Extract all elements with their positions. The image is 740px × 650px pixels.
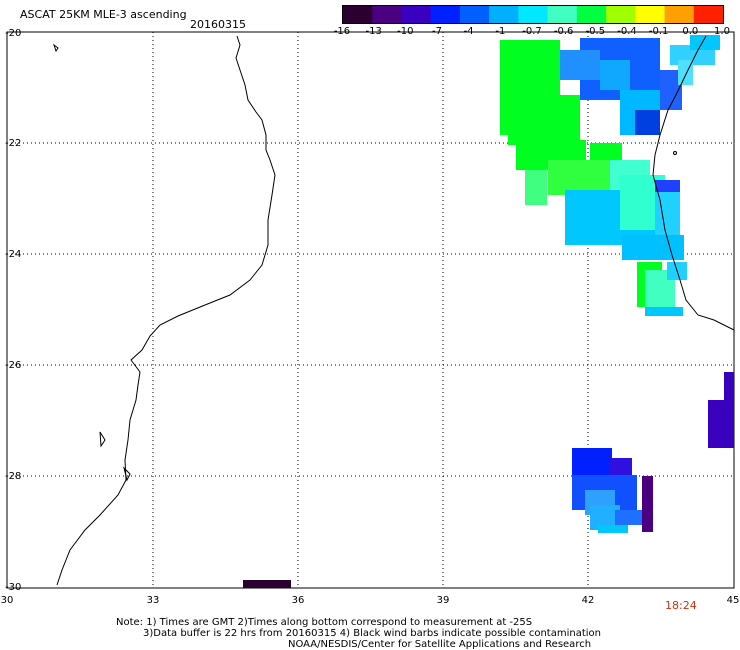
longitude-label: 45 (727, 595, 740, 606)
latitude-label: -26 (5, 360, 21, 371)
colorbar-swatch (401, 6, 432, 23)
colorbar-swatch (635, 6, 666, 23)
colorbar-swatch (430, 6, 461, 23)
graticule (7, 32, 734, 588)
colorbar (342, 5, 724, 24)
plot-frame (6, 31, 735, 589)
longitude-label: 39 (437, 595, 450, 606)
colorbar-gradient (343, 6, 723, 23)
colorbar-swatch (576, 6, 607, 23)
colorbar-swatch (372, 6, 402, 23)
longitude-label: 42 (582, 595, 595, 606)
colorbar-swatch (547, 6, 578, 23)
latitude-label: -20 (5, 28, 21, 39)
colorbar-swatch (343, 6, 373, 23)
coastline-madagascar (652, 35, 735, 331)
note-line-1: Note: 1) Times are GMT 2)Times along bot… (116, 617, 533, 628)
island (99, 431, 106, 448)
longitude-labels: 30 33 36 39 42 45 (1, 595, 740, 606)
map-date: 20160315 (190, 18, 246, 31)
longitude-label: 36 (292, 595, 305, 606)
swath-time-label: 18:24 (665, 599, 697, 612)
colorbar-swatch (489, 6, 519, 23)
note-line-2: 3)Data buffer is 22 hrs from 20160315 4)… (143, 628, 601, 639)
longitude-label: 33 (147, 595, 160, 606)
island (673, 151, 677, 155)
island (53, 43, 59, 53)
map-title: ASCAT 25KM MLE-3 ascending (20, 8, 187, 21)
latitude-label: -22 (5, 138, 21, 149)
colorbar-swatch (459, 6, 490, 23)
colorbar-swatch (518, 6, 549, 23)
latitude-label: -30 (5, 582, 21, 593)
island (123, 466, 131, 482)
note-line-3: NOAA/NESDIS/Center for Satellite Applica… (288, 639, 592, 650)
colorbar-swatch (606, 6, 636, 23)
colorbar-swatch (664, 6, 695, 23)
latitude-labels: -20 -22 -24 -26 -28 -30 (5, 28, 21, 593)
coastline-africa (56, 35, 276, 586)
latitude-label: -28 (5, 471, 21, 482)
latitude-label: -24 (5, 249, 21, 260)
longitude-label: 30 (1, 595, 14, 606)
colorbar-swatch (693, 6, 723, 23)
wind-data-swath (243, 35, 734, 588)
